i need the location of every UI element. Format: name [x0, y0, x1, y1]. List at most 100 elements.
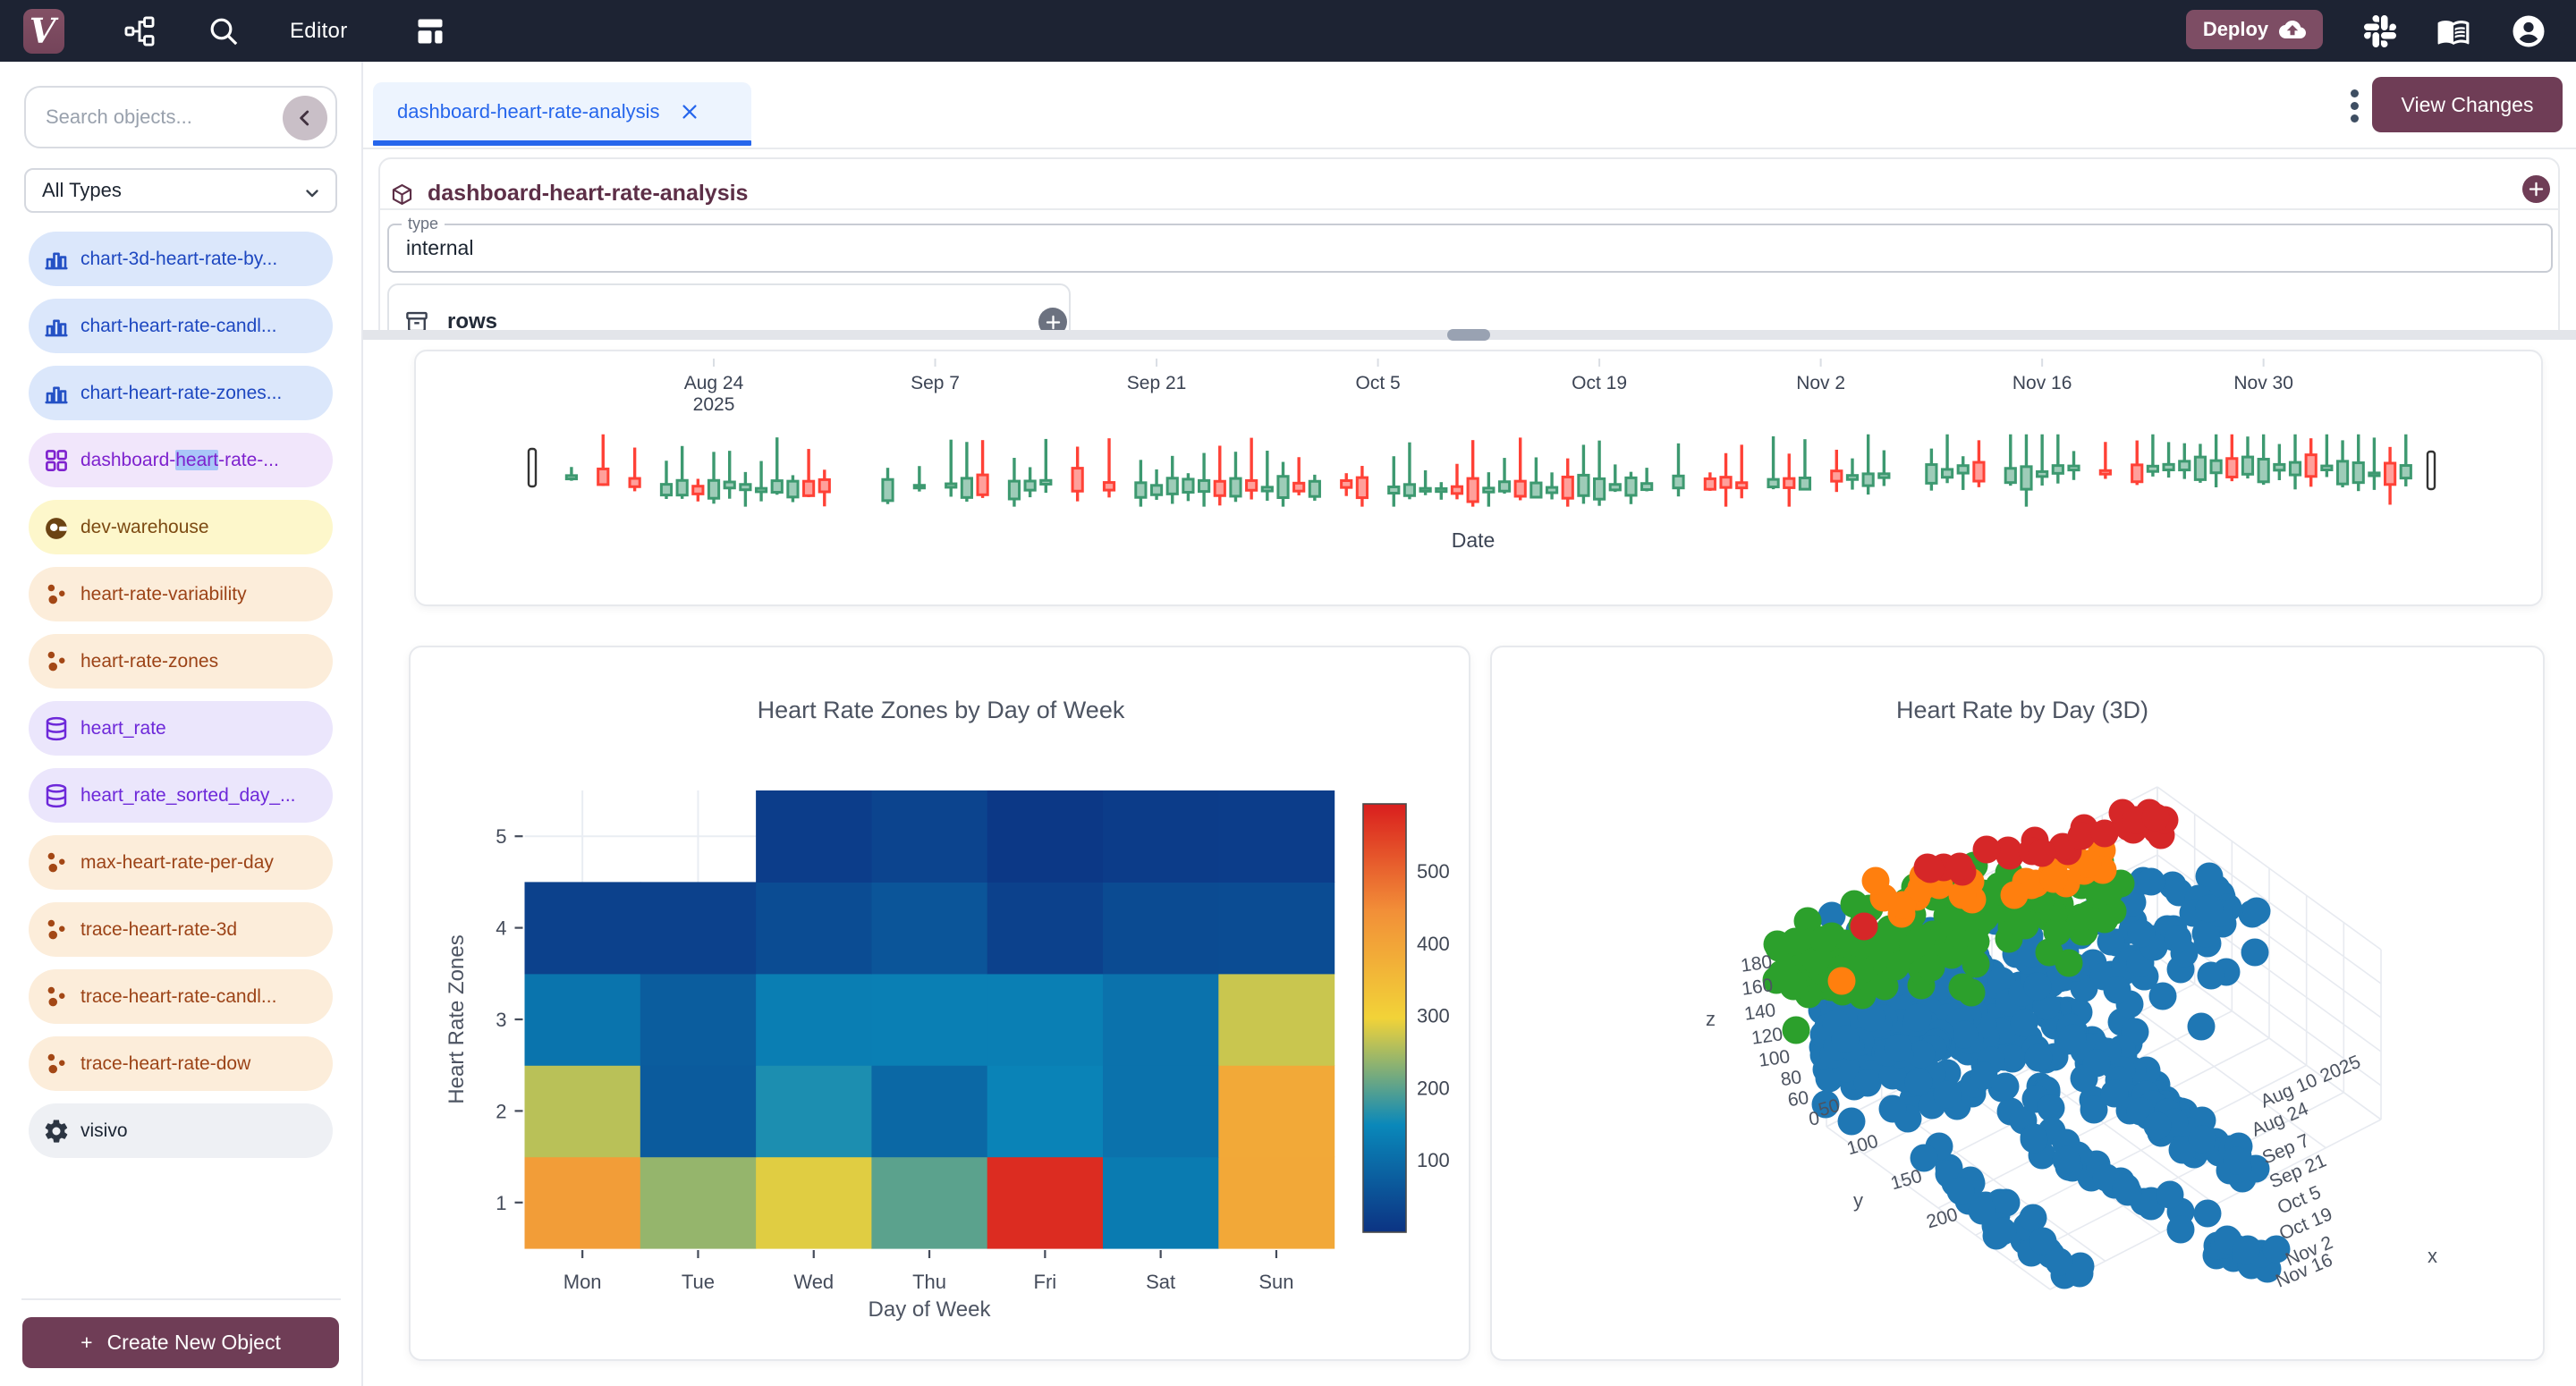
object-list: chart-3d-heart-rate-by... chart-heart-rat…	[0, 232, 363, 1301]
x-axis-title: x	[2428, 1245, 2437, 1267]
more-options-icon[interactable]	[2341, 77, 2368, 134]
rangeslider-handle-right[interactable]	[2426, 450, 2436, 491]
scatter-point-low	[2262, 1235, 2291, 1263]
colorbar-tick-label: 200	[1417, 1077, 1450, 1099]
y-tick-label: 4	[496, 917, 506, 940]
tab-close-icon[interactable]	[680, 102, 699, 122]
scatter-point-low	[2112, 1173, 2140, 1202]
editor-scroll-area: dashboard-heart-rate-analysis type inter…	[363, 151, 2576, 330]
scatter-point-low	[1857, 1003, 1885, 1032]
object-item-heart-rate-variability[interactable]: heart-rate-variability	[29, 567, 333, 621]
chart-title: Heart Rate Zones by Day of Week	[758, 697, 1125, 723]
object-item-dev-warehouse[interactable]: dev-warehouse	[29, 500, 333, 554]
object-item-trace-heart-rate-candl[interactable]: trace-heart-rate-candl...	[29, 969, 333, 1024]
nav-editor-label[interactable]: Editor	[290, 18, 348, 43]
lineage-icon[interactable]	[118, 0, 161, 62]
candle-body-down	[1213, 479, 1226, 497]
search-input[interactable]	[46, 88, 260, 147]
rows-section: rows	[387, 283, 1071, 330]
object-item-trace-heart-rate-3d[interactable]: trace-heart-rate-3d	[29, 902, 333, 957]
scatter-point-low	[2193, 1199, 2222, 1228]
type-input-field[interactable]: type internal	[387, 215, 2553, 273]
object-item-max-heart-rate-per-day[interactable]: max-heart-rate-per-day	[29, 835, 333, 890]
candle-body-down	[1466, 477, 1479, 503]
scatter3d-chart[interactable]: Heart Rate by Day (3D)180160140120100806…	[1492, 647, 2543, 1359]
scatter-point-peak	[1850, 912, 1878, 941]
candle-body-down	[597, 467, 610, 486]
x-tick-year-label: 2025	[693, 394, 735, 415]
docs-book-icon[interactable]	[2432, 0, 2475, 62]
object-item-chart-3d-heart-rate-by[interactable]: chart-3d-heart-rate-by...	[29, 232, 333, 286]
y-tick-label: 5	[496, 825, 506, 848]
chart-icon	[43, 313, 70, 340]
x-tick-label: Thu	[912, 1271, 946, 1293]
object-search	[24, 86, 337, 148]
object-item-dashboard-heart-rate[interactable]: dashboard-heart-rate-...	[29, 433, 333, 487]
colorbar-tick-label: 500	[1417, 860, 1450, 883]
trace-icon	[43, 648, 70, 675]
scatter-point-low	[2045, 1247, 2073, 1276]
candle-body-up	[1182, 477, 1195, 494]
heatmap-cell	[987, 882, 1104, 975]
slack-icon[interactable]	[2359, 0, 2402, 62]
scatter-point-peak	[2028, 839, 2056, 867]
heatmap-chart-card: Heart Rate Zones by Day of Week Mon Tue Wed…	[409, 646, 1470, 1361]
object-item-heart-rate-sorted-day[interactable]: heart_rate_sorted_day_...	[29, 768, 333, 823]
candle-body-up	[1419, 486, 1432, 493]
candle-body-up	[2273, 462, 2286, 472]
active-tab-indicator	[373, 140, 751, 146]
object-label: trace-heart-rate-dow	[80, 1052, 251, 1074]
scatter-point-low	[1904, 1068, 1933, 1096]
model-icon	[43, 715, 70, 742]
scatter-point-low	[2052, 1145, 2080, 1174]
account-icon[interactable]	[2505, 0, 2552, 62]
dashboard-layout-icon[interactable]	[409, 0, 452, 62]
object-item-trace-heart-rate-dow[interactable]: trace-heart-rate-dow	[29, 1036, 333, 1091]
object-item-chart-heart-rate-candl[interactable]: chart-heart-rate-candl...	[29, 299, 333, 353]
object-item-visivo[interactable]: visivo	[29, 1103, 333, 1158]
rangeslider-handle-left[interactable]	[527, 447, 538, 488]
candle-body-up	[1134, 481, 1148, 499]
warehouse-icon	[43, 514, 70, 541]
add-row-button[interactable]	[1038, 308, 1067, 330]
scatter-point-moderate	[1782, 1016, 1810, 1044]
object-item-heart-rate-zones[interactable]: heart-rate-zones	[29, 634, 333, 689]
sidebar-divider	[21, 1298, 341, 1300]
create-new-object-button[interactable]: + Create New Object	[22, 1317, 339, 1368]
z-axis-title: z	[1706, 1008, 1716, 1030]
split-divider-handle[interactable]	[1447, 329, 1490, 341]
type-filter-select[interactable]: All Types	[24, 168, 337, 213]
candle-body-up	[754, 486, 768, 494]
object-item-heart-rate[interactable]: heart_rate	[29, 701, 333, 756]
candle-body-up	[945, 482, 958, 489]
chart-icon	[43, 380, 70, 407]
visivo-logo[interactable]: V	[23, 9, 64, 54]
view-changes-button[interactable]: View Changes	[2372, 77, 2563, 132]
tab-dashboard-heart-rate-analysis[interactable]: dashboard-heart-rate-analysis	[373, 82, 751, 140]
heatmap-chart[interactable]: Heart Rate Zones by Day of Week Mon Tue Wed…	[411, 647, 1469, 1359]
candle-body-up	[723, 480, 736, 490]
candle-body-up	[1530, 481, 1543, 499]
search-icon[interactable]	[202, 0, 245, 62]
candle-body-up	[564, 474, 579, 481]
heatmap-cell	[987, 790, 1104, 883]
scatter-point-high	[1827, 967, 1856, 995]
scatter-point-low	[1878, 1094, 1907, 1123]
scatter-point-low	[2187, 1012, 2216, 1041]
candle-body-down	[818, 477, 831, 494]
scatter-point-moderate	[2004, 909, 2033, 937]
y-tick-label: 100	[1844, 1131, 1880, 1160]
scatter-point-low	[2103, 976, 2131, 1004]
x-tick-label: Sat	[1146, 1271, 1175, 1293]
y-axis-title: Heart Rate Zones	[445, 934, 469, 1103]
deploy-button[interactable]: Deploy	[2186, 10, 2323, 49]
scatter-point-low	[1837, 1107, 1866, 1136]
collapse-sidebar-button[interactable]	[283, 96, 327, 140]
candle-body-up	[2193, 455, 2207, 481]
scatter-point-high	[1948, 881, 1977, 909]
object-item-chart-heart-rate-zones[interactable]: chart-heart-rate-zones...	[29, 366, 333, 420]
add-property-button[interactable]	[2522, 175, 2550, 203]
scatter-point-low	[1988, 1217, 2017, 1246]
heatmap-cell	[1103, 882, 1219, 975]
